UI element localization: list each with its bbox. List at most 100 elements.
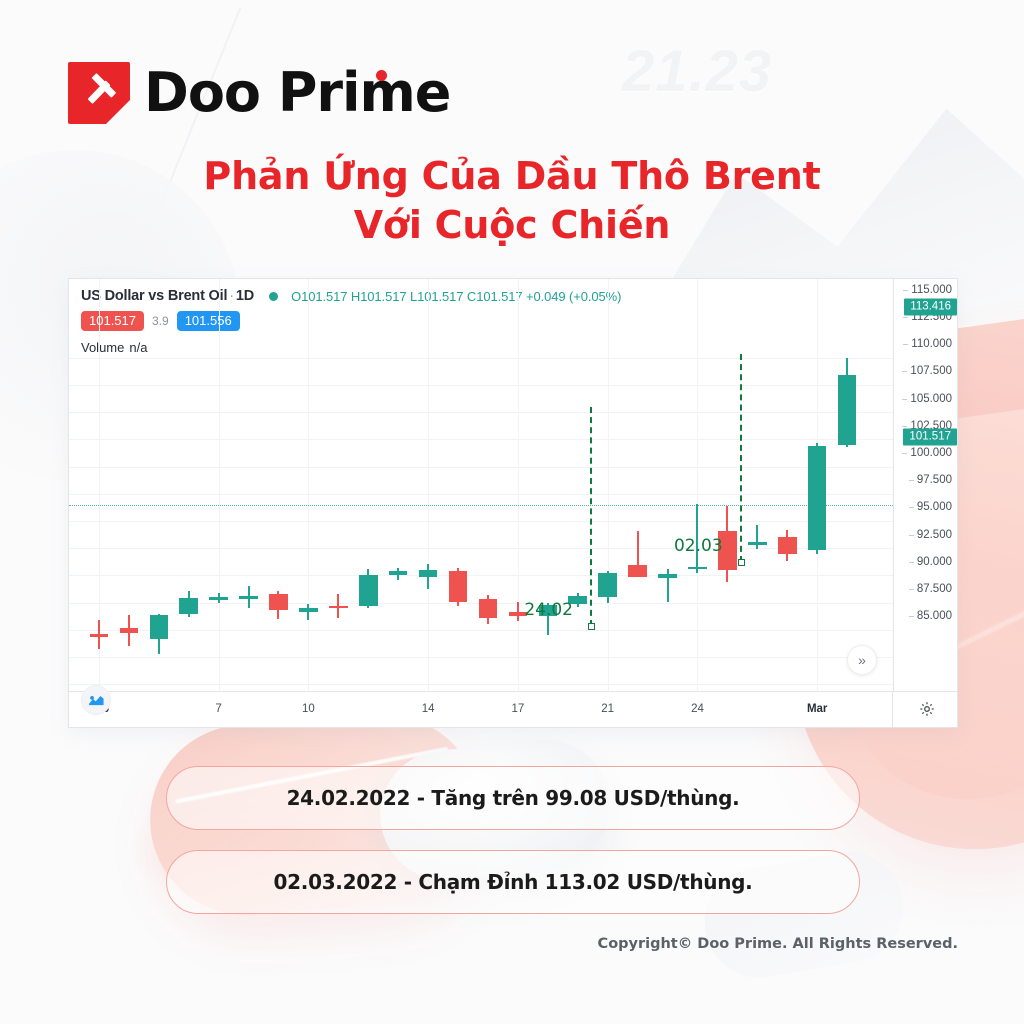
time-axis-tick: 10 [302, 703, 315, 715]
candlestick [478, 347, 498, 693]
candlestick [388, 347, 408, 693]
candlestick [209, 347, 228, 693]
brand-logo: Doo Prime [68, 62, 451, 125]
time-axis-tick: 17 [511, 703, 525, 715]
caption-pill-2: 02.03.2022 - Chạm Đỉnh 113.02 USD/thùng. [166, 850, 860, 914]
grid-line-vertical-header [428, 279, 430, 347]
grid-line-horizontal [69, 521, 957, 523]
grid-line-vertical [98, 347, 100, 691]
price-axis-tick: 105.000 [902, 392, 952, 405]
grid-line-vertical [218, 347, 220, 691]
time-scale[interactable]: Feb71014172124Mar [69, 691, 957, 727]
annotation-anchor-handle[interactable] [588, 622, 596, 630]
candlestick [239, 347, 258, 693]
price-axis-tick: 107.500 [902, 365, 952, 378]
candlestick [837, 347, 857, 693]
grid-line-horizontal [69, 548, 957, 550]
price-axis-tick: 110.000 [903, 338, 952, 351]
price-axis-tick: 115.000 [903, 283, 952, 296]
chart-symbol: US Dollar vs Brent Oil · 1D [81, 288, 254, 304]
spread-value: 3.9 [152, 314, 169, 328]
chart-legend: US Dollar vs Brent Oil · 1D O101.517 H101.… [69, 279, 957, 355]
candlestick [269, 347, 288, 693]
page-title-line1: Phản Ứng Của Dầu Thô Brent [203, 154, 821, 198]
price-axis-tick: 85.000 [908, 610, 952, 623]
brand-logo-label: Doo Prime [144, 61, 451, 124]
annotation-vertical-line[interactable] [737, 353, 745, 567]
grid-line-vertical-header [308, 279, 310, 347]
candlestick [658, 347, 677, 693]
grid-line-vertical [308, 347, 310, 691]
annotation-vertical-line[interactable] [588, 406, 596, 630]
doo-prime-mark-icon [68, 62, 131, 125]
candlestick [358, 347, 378, 693]
volume-label: Volume [81, 340, 125, 355]
grid-line-vertical-header [517, 279, 519, 347]
volume-legend: Volume n/a [81, 340, 957, 355]
gear-icon[interactable] [919, 701, 935, 717]
time-axis-tick: 14 [421, 703, 435, 715]
price-highlight-badge[interactable]: 113.416 [904, 298, 957, 316]
chart-status-dot-icon [269, 291, 279, 301]
candlestick [329, 347, 348, 693]
chart-interval: 1D [235, 288, 255, 304]
grid-line-horizontal [69, 493, 957, 495]
tradingview-logo-icon[interactable] [81, 685, 111, 715]
price-scale[interactable]: 115.000 112.500 110.000 107.500 105.000 102.5… [893, 279, 957, 691]
chart-symbol-separator: · [229, 288, 234, 304]
candlestick [508, 347, 528, 693]
candlestick [807, 347, 827, 693]
candlestick [748, 347, 767, 693]
price-axis-tick: 87.500 [908, 583, 952, 596]
candlestick [777, 347, 797, 693]
chart-legend-symbol-row: US Dollar vs Brent Oil · 1D O101.517 H101.… [81, 288, 957, 304]
grid-line-horizontal [69, 466, 957, 468]
candlestick [448, 347, 468, 693]
price-axis-tick: 92.500 [908, 528, 952, 541]
candlestick [718, 347, 737, 693]
grid-line-vertical-header [607, 279, 609, 347]
time-axis-tick: Mar [806, 703, 828, 715]
grid-line-horizontal [69, 602, 957, 604]
annotation-label: 02.03 [673, 536, 723, 557]
annotation-label: 24.02 [524, 599, 573, 620]
candlestick [179, 347, 198, 693]
tradingview-chart-panel[interactable]: US Dollar vs Brent Oil · 1D O101.517 H101.… [68, 278, 958, 728]
candlestick [119, 347, 139, 693]
grid-line-horizontal [69, 385, 957, 387]
grid-line-horizontal [69, 412, 957, 414]
price-highlight-badge[interactable]: 101.517 [903, 428, 957, 446]
chart-price-badges: 101.517 3.9 101.556 [81, 311, 957, 331]
annotation-anchor-handle[interactable] [737, 559, 745, 567]
time-axis-tick: 24 [691, 703, 704, 715]
copyright-text: Copyright© Doo Prime. All Rights Reserve… [597, 936, 958, 952]
price-axis-tick: 95.000 [908, 501, 952, 514]
bid-price-badge[interactable]: 101.517 [81, 311, 144, 331]
candlestick [418, 347, 438, 693]
ask-price-badge[interactable]: 101.556 [176, 311, 240, 331]
price-axis-tick: 100.000 [902, 447, 952, 460]
candlestick [149, 347, 169, 693]
grid-line-vertical [517, 347, 519, 691]
time-axis-tick: 7 [215, 703, 222, 715]
candlestick [568, 347, 588, 693]
time-axis-tick: 21 [601, 703, 615, 715]
grid-line-vertical-header [697, 279, 699, 347]
chart-plot-area[interactable]: 24.02 02.03 [69, 347, 957, 691]
price-axis-tick: 97.500 [908, 474, 952, 487]
bg-watermark-number: 21.23 [622, 39, 773, 104]
grid-line-horizontal [69, 629, 957, 631]
grid-line-vertical [428, 347, 430, 691]
scroll-to-realtime-button[interactable]: » [847, 645, 877, 675]
grid-line-horizontal [69, 357, 957, 359]
candlestick [538, 347, 558, 693]
candlestick [89, 347, 109, 693]
grid-line-vertical-header [218, 279, 220, 347]
grid-line-horizontal [69, 657, 957, 659]
candlestick [299, 347, 318, 693]
page-title-line2: Với Cuộc Chiến [353, 202, 671, 247]
page-title: Phản Ứng Của Dầu Thô Brent Với Cuộc Chiế… [0, 152, 1024, 249]
brand-logo-text: Doo Prime [144, 66, 451, 120]
price-axis-tick: 90.000 [908, 555, 952, 568]
